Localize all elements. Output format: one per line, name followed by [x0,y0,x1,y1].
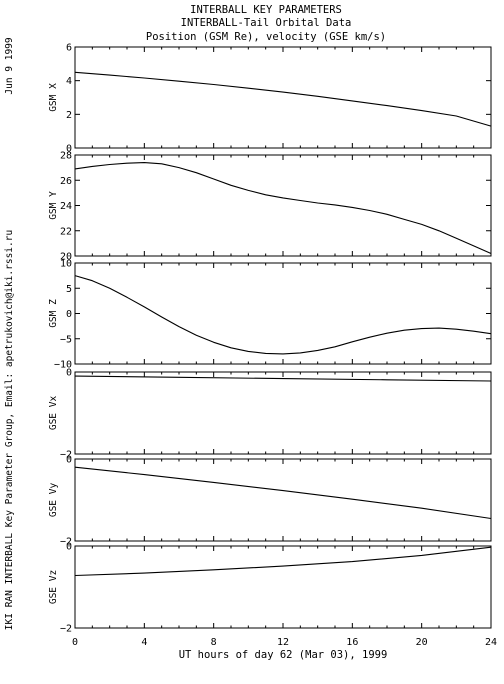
y-tick-label: 5 [66,284,72,295]
y-tick-label: 6 [66,43,72,54]
y-tick-label: 0 [66,309,72,320]
y-axis-label: GSE Vy [48,483,59,518]
y-tick-label: −2 [60,624,72,635]
y-tick-label: −5 [60,334,72,345]
y-tick-label: 0 [66,455,72,466]
y-axis-label: GSE Vz [48,570,59,604]
y-tick-label: 20 [60,252,72,263]
x-tick-label: 12 [277,637,289,648]
panel-4: −2 0 GSE Vx [48,368,492,461]
y-tick-label: 24 [60,201,72,212]
panel-frame [74,46,492,149]
series-line [74,466,492,520]
title-line-3: Position (GSM Re), velocity (GSE km/s) [146,31,386,43]
x-tick-label: 8 [211,637,217,648]
x-axis: 0 4 8 12 16 20 24 [72,637,497,648]
panel-1: 0 2 4 6 GSM X [48,43,492,155]
panel-5: −2 0 GSE Vy [48,455,492,548]
y-tick-label: 22 [60,226,72,237]
y-tick-label: 0 [66,368,72,379]
figure-title: INTERBALL KEY PARAMETERS INTERBALL-Tail … [146,4,386,43]
y-axis-label: GSM Z [48,299,59,328]
panel-3: −10 −5 0 5 10 GSM Z [48,259,492,371]
title-line-2: INTERBALL-Tail Orbital Data [181,17,352,29]
x-tick-label: 0 [72,637,78,648]
y-tick-label: −2 [60,450,72,461]
y-axis-label: GSM X [48,83,59,112]
series-line [74,546,492,577]
panel-frame [74,545,492,629]
y-axis-label: GSM Y [48,191,59,220]
x-tick-label: 16 [346,637,358,648]
credit-line: IKI RAN INTERBALL Key Parameter Group, E… [4,230,15,630]
y-tick-label: 0 [66,144,72,155]
date-stamp: Jun 9 1999 [4,37,15,94]
x-tick-label: 20 [416,637,428,648]
y-tick-label: 26 [60,176,72,187]
y-tick-label: 4 [66,76,72,87]
x-axis-label: UT hours of day 62 (Mar 03), 1999 [179,649,388,661]
y-tick-label: −2 [60,537,72,548]
series-line [74,275,492,355]
panel-6: −2 0 GSE Vz [48,542,492,635]
y-tick-label: 10 [60,259,72,270]
panel-2: 20 22 24 26 28 GSM Y [48,151,492,263]
title-line-1: INTERBALL KEY PARAMETERS [190,4,342,16]
series-line [74,375,492,382]
x-tick-label: 4 [141,637,147,648]
panel-frame [74,262,492,365]
y-tick-label: 0 [66,542,72,553]
y-tick-label: 2 [66,110,72,121]
x-tick-label: 24 [485,637,497,648]
y-tick-label: 28 [60,151,72,162]
y-tick-label: −10 [54,360,72,371]
panel-frame [74,458,492,542]
series-line [74,71,492,127]
panel-frame [74,371,492,455]
series-line [74,162,492,255]
y-axis-label: GSE Vx [48,396,59,431]
panel-frame [74,154,492,257]
